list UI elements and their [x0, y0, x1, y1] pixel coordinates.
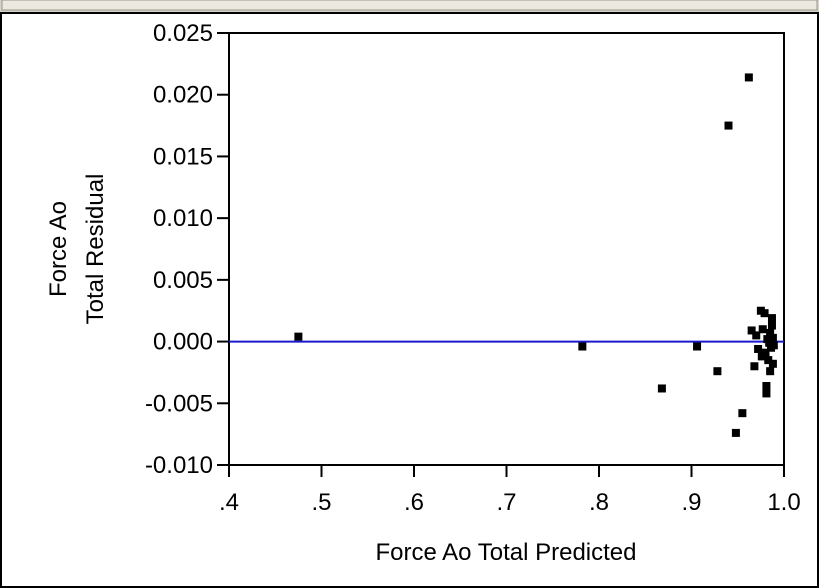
y-axis-title-line-2: Total Residual — [82, 174, 109, 325]
data-point — [768, 359, 777, 368]
data-point — [754, 344, 763, 353]
data-point — [578, 342, 587, 351]
plot-area — [228, 32, 785, 466]
y-tick-label: 0.005 — [153, 267, 213, 294]
data-point — [750, 362, 759, 371]
data-point — [760, 309, 769, 318]
data-point — [744, 73, 753, 82]
data-point — [762, 389, 771, 398]
x-tick-label: .7 — [496, 489, 516, 516]
x-axis-title: Force Ao Total Predicted — [375, 539, 636, 566]
y-axis: 0.025 0.020 0.015 0.010 0.005 0.000 -0.005 -0.0… — [145, 20, 229, 479]
x-tick-label: .6 — [404, 489, 424, 516]
data-point — [767, 314, 776, 323]
data-point — [764, 356, 773, 365]
data-point — [768, 333, 777, 342]
y-tick-label: -0.010 — [145, 452, 213, 479]
data-point — [765, 338, 774, 347]
x-tick-label: 1.0 — [767, 489, 800, 516]
y-axis-title-line-1: Force Ao — [45, 201, 72, 297]
data-point — [767, 321, 776, 330]
data-point — [693, 342, 702, 351]
x-axis: .4 .5 .6 .7 .8 .9 1.0 — [219, 465, 801, 516]
y-tick-label: 0.020 — [153, 82, 213, 109]
x-tick-label: .5 — [311, 489, 331, 516]
y-tick-label: -0.005 — [145, 390, 213, 417]
data-point — [752, 331, 761, 340]
data-point — [766, 328, 775, 337]
data-points — [294, 73, 778, 437]
data-point — [731, 428, 740, 437]
y-tick-label: 0.010 — [153, 205, 213, 232]
y-tick-label: 0.000 — [153, 329, 213, 356]
y-tick-label: 0.025 — [153, 20, 213, 47]
data-point — [762, 382, 771, 391]
x-tick-label: .9 — [681, 489, 701, 516]
x-tick-label: .4 — [219, 489, 239, 516]
data-point — [713, 367, 722, 376]
data-point — [738, 409, 747, 418]
data-point — [769, 341, 778, 350]
data-point — [724, 121, 733, 130]
y-tick-label: 0.015 — [153, 143, 213, 170]
data-point — [761, 348, 770, 357]
data-point — [747, 326, 756, 335]
data-point — [758, 325, 767, 334]
data-point — [657, 384, 666, 393]
window-top-edge — [1, 0, 818, 11]
x-tick-label: .8 — [589, 489, 609, 516]
data-point — [294, 332, 303, 341]
data-point — [766, 367, 775, 376]
